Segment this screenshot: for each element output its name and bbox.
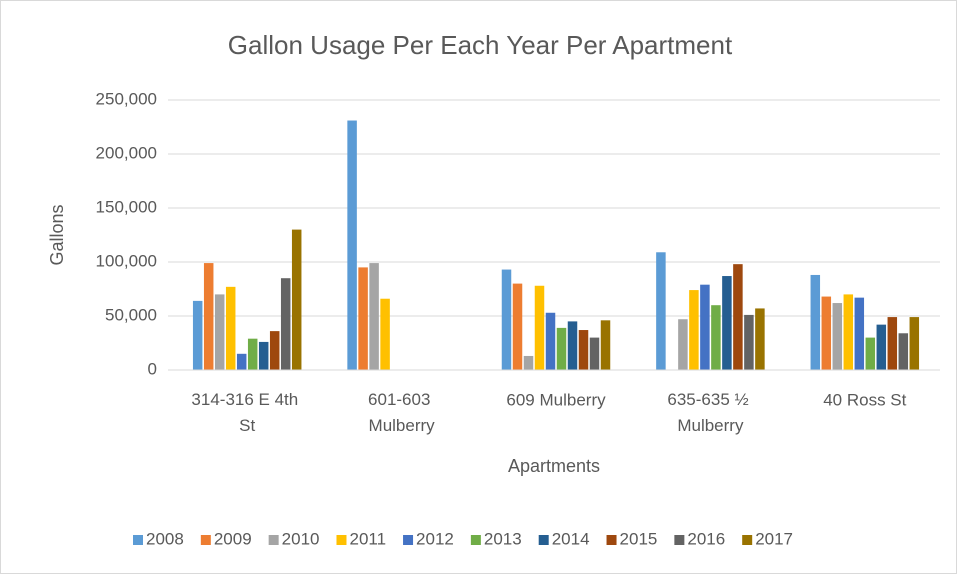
legend-swatch (200, 535, 211, 545)
bar (744, 314, 754, 370)
bar (711, 305, 721, 370)
legend-label: 2016 (687, 529, 725, 548)
bar (887, 317, 898, 370)
y-tick-label: 100,000 (96, 251, 157, 270)
bar (247, 338, 258, 370)
bar (523, 355, 534, 370)
x-tick-label: 609 Mulberry (506, 390, 606, 409)
bar (280, 278, 291, 370)
legend-swatch (606, 535, 617, 545)
y-tick-label: 50,000 (105, 305, 157, 324)
bar (556, 327, 567, 370)
bar (689, 290, 699, 370)
legend-label: 2015 (620, 529, 658, 548)
bar (214, 294, 225, 370)
bar (291, 229, 302, 370)
bar (203, 263, 214, 370)
bar (380, 298, 390, 370)
legend-label: 2009 (214, 529, 252, 548)
bar (755, 308, 765, 370)
y-tick-label: 250,000 (96, 89, 157, 108)
bar (865, 337, 876, 370)
bar (358, 267, 368, 370)
legend-swatch (403, 535, 414, 545)
bar (225, 286, 236, 370)
legend-label: 2013 (484, 529, 522, 548)
legend-label: 2014 (552, 529, 590, 548)
y-axis-label: Gallons (47, 204, 67, 265)
y-tick-label: 200,000 (96, 143, 157, 162)
bar (821, 296, 832, 370)
bar (512, 283, 523, 370)
bar (832, 303, 843, 370)
bar (567, 321, 578, 370)
legend-label: 2008 (146, 529, 184, 548)
bar (501, 269, 512, 370)
legend-swatch (470, 535, 481, 545)
y-tick-label: 150,000 (96, 197, 157, 216)
bar (909, 317, 920, 370)
x-tick-label: 635-635 ½ Mulberry (667, 390, 753, 435)
bar (876, 324, 887, 370)
bar (854, 297, 865, 370)
bar (898, 333, 909, 370)
bar (810, 274, 821, 370)
legend-swatch (538, 535, 549, 545)
bar (600, 320, 611, 370)
bar (843, 294, 854, 370)
bar (733, 264, 743, 370)
bar (578, 330, 589, 370)
bar (700, 284, 710, 370)
legend-swatch (133, 535, 143, 545)
chart-title: Gallon Usage Per Each Year Per Apartment (228, 30, 733, 60)
bar (369, 263, 379, 370)
legend-swatch (674, 535, 685, 545)
legend-label: 2017 (755, 529, 793, 548)
x-tick-label: 40 Ross St (823, 390, 906, 409)
x-tick-label: 601-603 Mulberry (368, 390, 435, 435)
bar (236, 353, 247, 370)
legend-swatch (742, 535, 753, 545)
legend-swatch (268, 535, 279, 545)
legend-swatch (336, 535, 347, 545)
bar (192, 300, 203, 370)
bar (269, 331, 280, 370)
bar (545, 312, 556, 370)
bar (347, 120, 357, 371)
legend-label: 2012 (416, 529, 454, 548)
bar (722, 276, 732, 370)
legend-label: 2011 (349, 529, 386, 548)
bar (656, 252, 666, 370)
bar (258, 341, 269, 370)
bar (534, 285, 545, 370)
y-tick-label: 0 (148, 359, 157, 378)
legend-label: 2010 (282, 529, 320, 548)
bar (589, 337, 600, 370)
x-axis-label: Apartments (508, 456, 600, 476)
x-tick-label: 314-316 E 4th St (191, 390, 303, 435)
bar (678, 319, 688, 370)
